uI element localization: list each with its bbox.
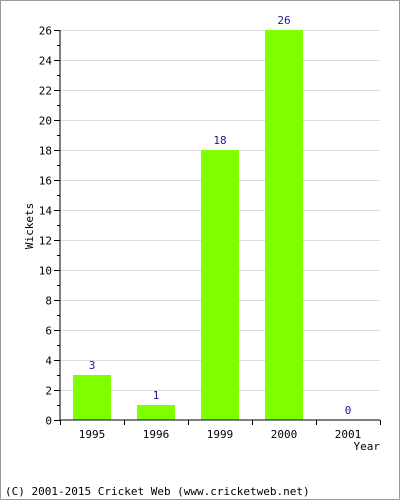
y-tick-label: 24 xyxy=(39,55,53,68)
y-tick-label: 10 xyxy=(39,265,52,278)
data-label-1996: 1 xyxy=(153,389,160,402)
bars xyxy=(73,30,303,420)
y-tick-label: 26 xyxy=(39,25,52,38)
y-tick-label: 4 xyxy=(45,355,52,368)
bar-2000 xyxy=(265,30,303,420)
data-label-1999: 18 xyxy=(213,134,226,147)
x-tick-label: 1999 xyxy=(207,428,234,441)
y-tick-label: 14 xyxy=(39,205,53,218)
y-tick-label: 6 xyxy=(45,325,52,338)
y-tick-label: 22 xyxy=(39,85,52,98)
x-tick-label: 1995 xyxy=(79,428,106,441)
y-tick-label: 8 xyxy=(45,295,52,308)
axes xyxy=(54,30,381,425)
y-tick-label: 18 xyxy=(39,145,52,158)
bar-1995 xyxy=(73,375,111,420)
y-tick-label: 16 xyxy=(39,175,52,188)
labels: 0246810121416182022242631995119961819992… xyxy=(39,14,362,441)
copyright-footer: (C) 2001-2015 Cricket Web (www.cricketwe… xyxy=(5,485,310,498)
x-axis-title: Year xyxy=(354,440,381,453)
y-tick-label: 0 xyxy=(45,415,52,428)
x-tick-label: 1996 xyxy=(143,428,170,441)
data-label-2001: 0 xyxy=(345,404,352,417)
y-tick-label: 2 xyxy=(45,385,52,398)
x-tick-label: 2001 xyxy=(335,428,362,441)
data-label-2000: 26 xyxy=(277,14,290,27)
y-tick-label: 12 xyxy=(39,235,52,248)
bar-1996 xyxy=(137,405,175,420)
y-tick-label: 20 xyxy=(39,115,52,128)
data-label-1995: 3 xyxy=(89,359,96,372)
y-axis-title: Wickets xyxy=(23,203,36,249)
x-tick-label: 2000 xyxy=(271,428,298,441)
bar-1999 xyxy=(201,150,239,420)
